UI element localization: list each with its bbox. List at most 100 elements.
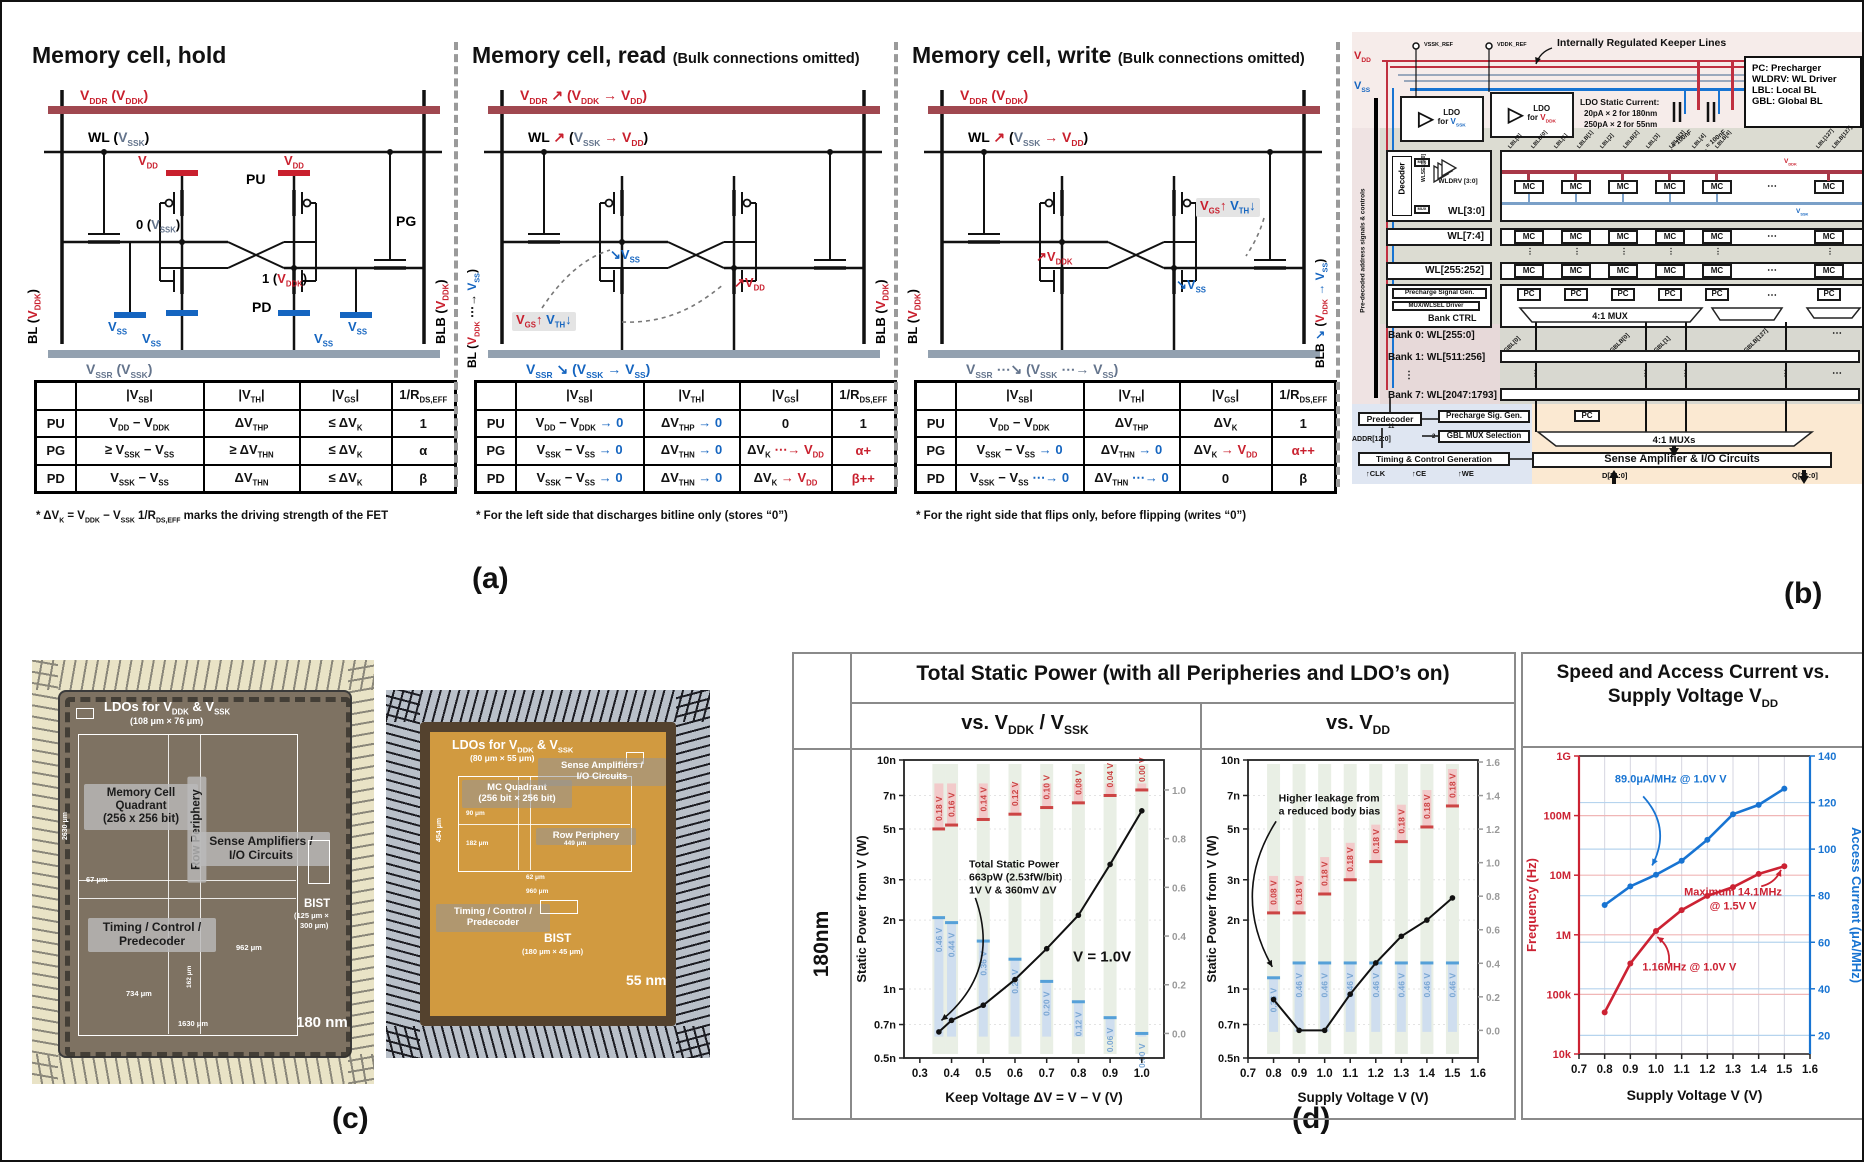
table-cell: ΔVTHN → 0 xyxy=(642,463,741,494)
panel-title-text: Memory cell, read xyxy=(472,42,667,68)
ellipsis-vertical: ⋮ xyxy=(1781,369,1789,378)
svg-text:0.9: 0.9 xyxy=(1291,1068,1307,1080)
svg-text:1.5: 1.5 xyxy=(1776,1064,1793,1076)
svg-text:1.0: 1.0 xyxy=(1317,1068,1333,1080)
ldo-static-current-title: LDO Static Current: xyxy=(1580,97,1660,107)
die-body-55nm: LDOs for VDDK & VSSK (80 μm × 55 μm) MC Qu… xyxy=(420,722,676,1026)
table-cell: VSSK − VSS xyxy=(74,463,205,494)
svg-text:40: 40 xyxy=(1818,984,1830,996)
pc-box: PC xyxy=(1658,288,1682,301)
wire xyxy=(1827,172,1830,181)
table-cell: VDD − VDDK xyxy=(954,408,1085,439)
sram-schematic-svg xyxy=(484,90,882,358)
table-cell: VDD − VDDK → 0 xyxy=(514,408,645,439)
ellipsis-vertical: ⋮ xyxy=(1826,247,1834,256)
svg-text:0.06 V: 0.06 V xyxy=(1105,1027,1115,1052)
svg-text:0.8: 0.8 xyxy=(1597,1064,1614,1076)
floorplan-line xyxy=(518,776,519,870)
svg-text:0.08 V: 0.08 V xyxy=(1269,880,1279,905)
svg-text:Access Current (μA/MHz): Access Current (μA/MHz) xyxy=(1849,827,1862,983)
wire xyxy=(1386,60,1388,390)
sram-schematic-write: VDDR (VDDK) WL ↗ (VSSK → VDD) ↗VDDK ↘VSS VGS… xyxy=(905,72,1332,380)
svg-text:Supply Voltage VDD (V): Supply Voltage VDD (V) xyxy=(1627,1087,1763,1103)
mc-box: MC xyxy=(1814,264,1844,278)
legend-entry: LBL: Local BL xyxy=(1752,85,1817,96)
svg-text:1.0: 1.0 xyxy=(1486,859,1500,870)
table-header: 1/RDS,EFF xyxy=(390,380,457,411)
svg-text:0.8: 0.8 xyxy=(1266,1068,1283,1080)
read-footnote: * For the left side that discharges bitl… xyxy=(476,510,788,522)
precharge-signal-gen: Precharge Signal Gen. xyxy=(1392,288,1487,299)
svg-text:0.5n: 0.5n xyxy=(1218,1053,1240,1065)
mc-box: MC xyxy=(1608,264,1638,278)
svg-text:7n: 7n xyxy=(883,790,896,802)
wire xyxy=(1574,172,1577,181)
wire xyxy=(1380,324,1500,408)
opamp-icon: ▷ xyxy=(1507,104,1524,126)
pin-leads xyxy=(386,1026,710,1058)
svg-text:Maximum 14.1MHz: Maximum 14.1MHz xyxy=(1684,886,1782,898)
wire xyxy=(1390,66,1862,68)
table-cell: PD xyxy=(474,463,517,494)
panel-subtitle: (Bulk connections omitted) xyxy=(672,51,860,67)
wire xyxy=(1575,194,1577,203)
memory-cell-write-panel: Memory cell, write (Bulk connections omi… xyxy=(905,42,1344,587)
svg-text:0.00 V: 0.00 V xyxy=(1137,757,1147,782)
schematic-label: VDDR (VDDK) xyxy=(80,87,149,106)
pc-box: PC xyxy=(1564,288,1588,301)
vss-label: VSS xyxy=(1354,80,1371,95)
ellipsis: ⋯ xyxy=(1832,328,1842,339)
sense-amp-badge: Sense Amplifiers / I/O Circuits xyxy=(538,758,666,786)
svg-text:1n: 1n xyxy=(883,984,896,996)
legend-entry: WLDRV: WL Driver xyxy=(1752,74,1837,85)
table-cell: β xyxy=(1270,463,1337,494)
table-header: 1/RDS,EFF xyxy=(830,380,897,411)
svg-text:0.9: 0.9 xyxy=(1102,1068,1118,1080)
wldrv-label: WLDRV [3:0] xyxy=(1438,178,1478,185)
svg-text:0.46 V: 0.46 V xyxy=(1422,973,1432,998)
svg-text:0.8: 0.8 xyxy=(1070,1068,1087,1080)
ldo-label: LDOs for VDDK & VSSK xyxy=(452,738,574,755)
mc-box: MC xyxy=(1702,264,1732,278)
table-row: PG ≥ VSSK − VSS ≥ ΔVTHN ≤ ΔVK α xyxy=(34,436,457,466)
clk-label: ↑CLK xyxy=(1366,469,1386,478)
svg-text:0.46 V: 0.46 V xyxy=(934,927,944,952)
mc-box: MC xyxy=(1655,180,1685,194)
decoder-inner: Decoder xyxy=(1392,156,1412,216)
svg-text:0.6: 0.6 xyxy=(1007,1068,1023,1080)
panel-separator xyxy=(454,42,458,487)
addr-label: ADDR[12:0] xyxy=(1352,436,1391,443)
table-row: PG VSSK − VSS → 0 ΔVTHN → 0 ΔVK ⋯→ VDD α+ xyxy=(474,436,897,466)
svg-text:1.16MHz @ 1.0V VDD: 1.16MHz @ 1.0V VDD xyxy=(1642,962,1737,974)
mc-box: MC xyxy=(1702,180,1732,194)
table-cell: VSSK − VSS → 0 xyxy=(514,463,645,494)
wire xyxy=(1684,88,1686,114)
schematic-label: BLB (VDDK) xyxy=(433,279,451,344)
table-cell: 1 xyxy=(390,408,457,439)
pin-leads xyxy=(348,660,374,1084)
panel-subtitle: (Bulk connections omitted) xyxy=(1117,51,1305,67)
bist-outline xyxy=(540,900,578,914)
wire xyxy=(1715,172,1718,181)
schematic-label: VSS xyxy=(142,331,162,349)
svg-text:0.10 V: 0.10 V xyxy=(1042,775,1052,800)
svg-text:1.0: 1.0 xyxy=(1134,1068,1150,1080)
svg-text:0.08 V: 0.08 V xyxy=(1073,770,1083,795)
table-cell: α xyxy=(390,436,457,466)
table-cell: ≤ ΔVK xyxy=(298,463,393,494)
svg-text:2n: 2n xyxy=(1227,915,1240,927)
svg-text:0.6: 0.6 xyxy=(1486,926,1500,937)
schematic-label: ↗VDDK xyxy=(1036,249,1073,267)
dim-449um: 449 μm xyxy=(564,840,587,847)
schematic-label: BLB (VDDK) xyxy=(873,279,891,344)
table-cell: ΔVTHN → 0 xyxy=(642,436,741,466)
process-node-row-label: 180nm xyxy=(810,910,833,978)
table-cell: PU xyxy=(914,408,957,439)
table-cell: PD xyxy=(914,463,957,494)
table-header: |VGS| xyxy=(298,380,393,411)
wire xyxy=(1668,172,1671,181)
svg-text:1.1: 1.1 xyxy=(1674,1064,1691,1076)
table-cell: ≥ ΔVTHN xyxy=(202,436,301,466)
table-header: |VTH| xyxy=(202,380,301,411)
